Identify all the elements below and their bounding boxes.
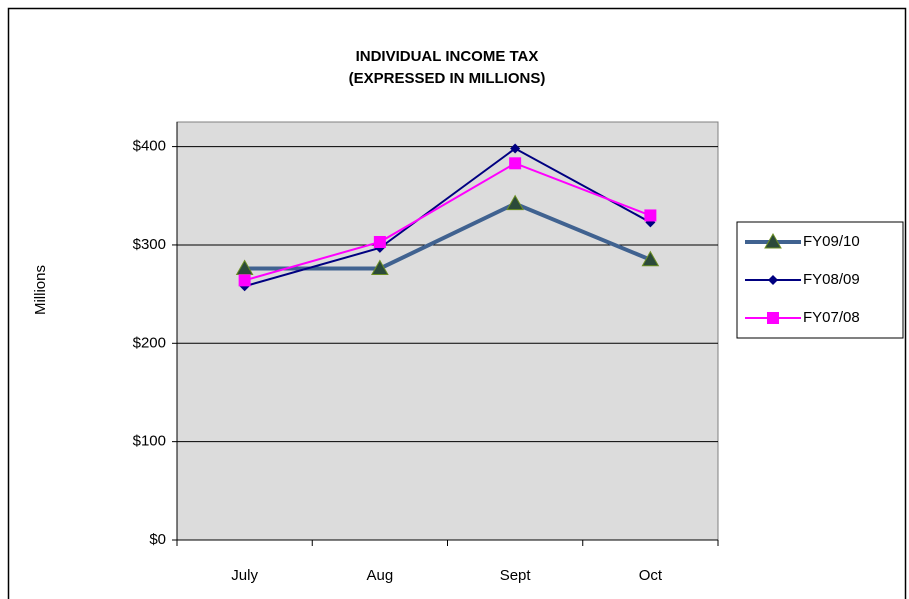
- data-point: [510, 143, 521, 154]
- y-tick-label: $100: [133, 433, 166, 450]
- legend-label: FY09/10: [803, 233, 860, 250]
- x-tick-label: Oct: [639, 567, 663, 584]
- y-tick-label: $400: [133, 138, 166, 155]
- data-point: [644, 209, 657, 222]
- y-tick-label: $0: [149, 531, 166, 548]
- plot-area: [176, 121, 719, 541]
- data-point: [506, 194, 524, 211]
- chart-title: INDIVIDUAL INCOME TAX: [356, 48, 539, 65]
- data-point: [371, 259, 389, 276]
- x-tick-label: July: [231, 567, 258, 584]
- series-line: [244, 162, 651, 282]
- series-line: [244, 201, 652, 271]
- data-point: [373, 235, 386, 248]
- y-tick-label: $200: [133, 334, 166, 351]
- legend-label: FY08/09: [803, 271, 860, 288]
- chart-title: (EXPRESSED IN MILLIONS): [349, 70, 546, 87]
- legend-marker: [764, 232, 782, 249]
- series-line: [244, 147, 651, 288]
- y-axis-label: Millions: [32, 265, 49, 315]
- legend-marker: [768, 275, 778, 285]
- data-point: [238, 274, 251, 287]
- x-tick-label: Sept: [500, 567, 532, 584]
- data-point: [509, 157, 522, 170]
- x-tick-label: Aug: [367, 567, 394, 584]
- y-tick-label: $300: [133, 236, 166, 253]
- data-point: [641, 250, 660, 267]
- legend-marker: [767, 312, 779, 324]
- legend-label: FY07/08: [803, 309, 860, 326]
